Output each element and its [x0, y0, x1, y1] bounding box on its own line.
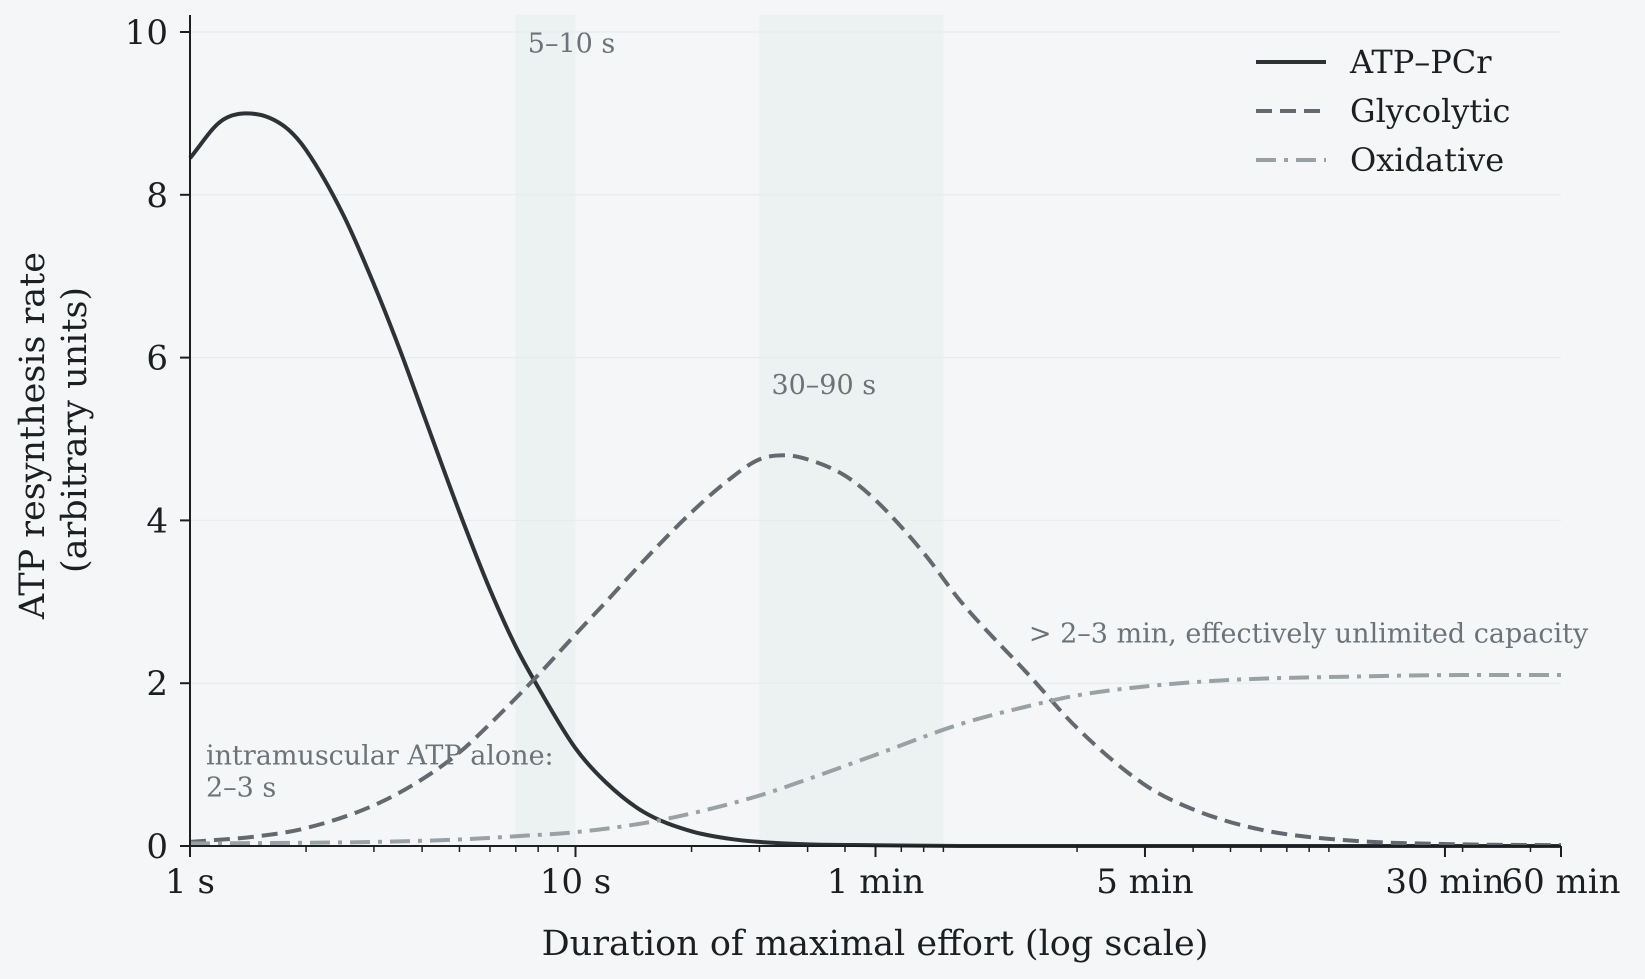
legend-label-2: Oxidative [1350, 141, 1504, 179]
legend-label-0: ATP–PCr [1349, 43, 1492, 81]
y-axis-title-line-1: ATP resynthesis rate [13, 252, 53, 620]
x-tick-label-5: 60 min [1501, 862, 1620, 902]
legend-label-1: Glycolytic [1350, 92, 1510, 130]
x-tick-label-4: 30 min [1385, 862, 1504, 902]
y-tick-label-0: 0 [146, 827, 168, 867]
shaded-region-label-1: 30–90 s [771, 370, 876, 401]
series-line-oxidative [189, 673, 1561, 846]
y-axis-title: ATP resynthesis rate (arbitrary units) [13, 241, 95, 620]
annotation-0-line-0: intramuscular ATP alone: [206, 741, 554, 772]
y-tick-label-1: 2 [146, 664, 168, 704]
annotation-1-line-0: > 2–3 min, effectively unlimited capacit… [1029, 619, 1589, 650]
shaded-region-0 [515, 15, 576, 846]
y-axis-title-line-2: (arbitrary units) [55, 287, 95, 573]
x-axis-title: Duration of maximal effort (log scale) [542, 924, 1209, 964]
y-tick-label-2: 4 [146, 501, 168, 541]
x-tick-label-0: 1 s [165, 862, 215, 902]
legend: ATP–PCr Glycolytic Oxidative [1256, 43, 1510, 179]
y-tick-label-3: 6 [146, 339, 168, 379]
shaded-region-label-0: 5–10 s [528, 28, 615, 59]
shaded-region-1 [759, 15, 944, 846]
annotations: intramuscular ATP alone: 2–3 s > 2–3 min, … [206, 619, 1589, 804]
annotation-1: > 2–3 min, effectively unlimited capacit… [1029, 619, 1589, 650]
shaded-regions: 5–10 s 30–90 s [515, 15, 944, 846]
series-line-glycolytic [189, 453, 1562, 848]
y-tick-label-5: 10 [125, 13, 168, 53]
x-tick-label-1: 10 s [540, 862, 612, 902]
x-tick-label-3: 5 min [1096, 862, 1193, 902]
y-tick-label-4: 8 [146, 176, 168, 216]
gridlines [190, 31, 1561, 684]
x-tick-label-2: 1 min [827, 862, 924, 902]
annotation-0-line-1: 2–3 s [206, 773, 276, 804]
annotation-0: intramuscular ATP alone: 2–3 s [206, 741, 554, 804]
